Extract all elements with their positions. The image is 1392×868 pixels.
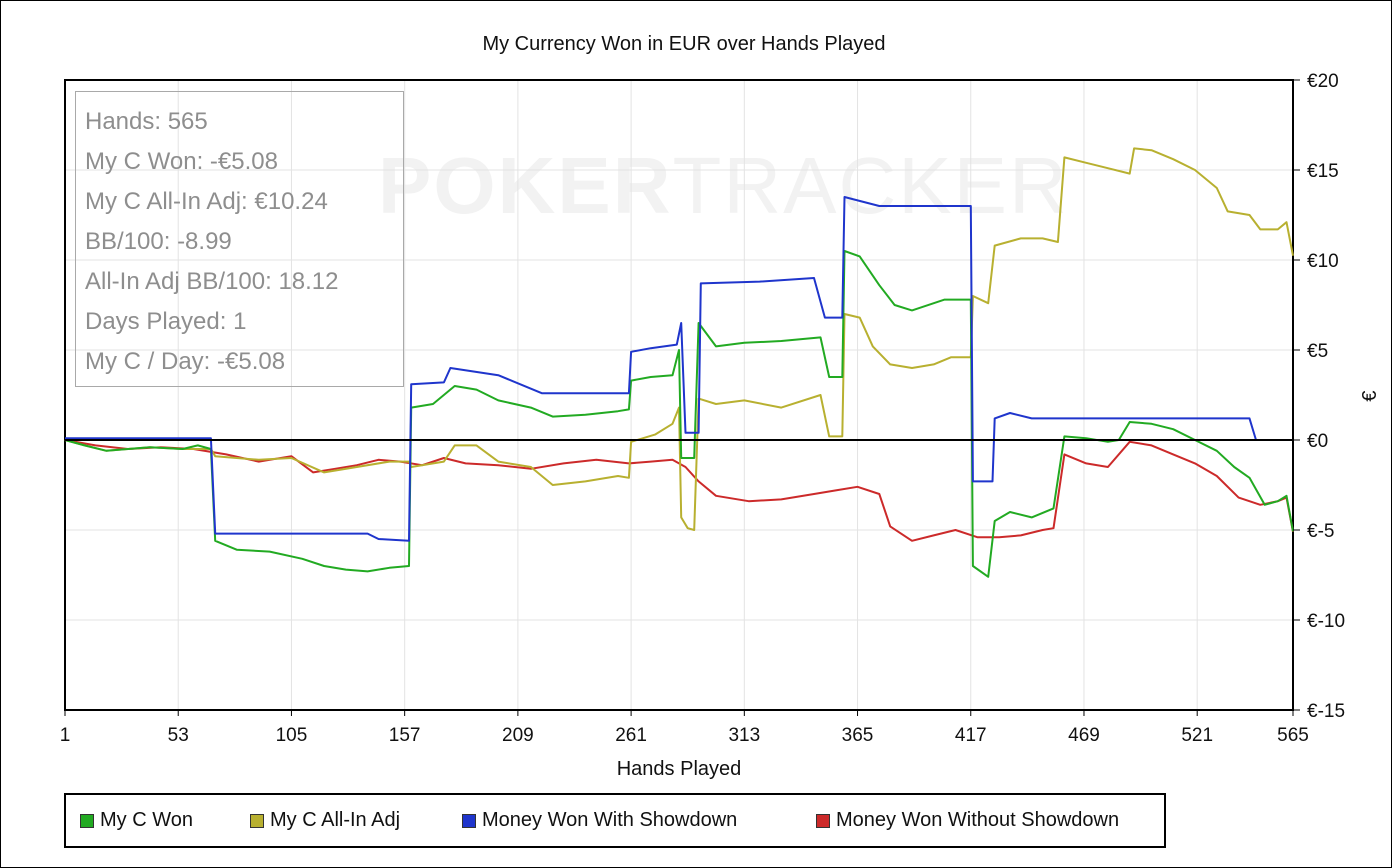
series-line-money-won-without-showdown xyxy=(64,439,1294,542)
x-tick-label: 157 xyxy=(389,725,421,746)
watermark-bold-text: POKER xyxy=(378,141,673,230)
x-axis: 1 53 105 157 209 261 313 365 417 469 521 565 xyxy=(60,710,1309,746)
stats-box: Hands: 565 My C Won: -€5.08 My C All-In … xyxy=(75,91,404,387)
x-tick-label: 53 xyxy=(168,725,189,746)
x-tick-label: 1 xyxy=(60,725,71,746)
stat-hands: Hands: 565 xyxy=(85,108,208,135)
x-tick-label: 261 xyxy=(615,725,647,746)
plot-area-border xyxy=(64,79,1294,711)
pokertracker-watermark: POKERTRACKER xyxy=(378,140,1069,232)
legend-item-with-showdown[interactable]: Money Won With Showdown xyxy=(462,809,737,832)
legend-label: Money Won Without Showdown xyxy=(836,809,1120,831)
chart-legend: My C Won My C All-In Adj Money Won With … xyxy=(64,793,1166,848)
x-tick-label: 209 xyxy=(502,725,534,746)
legend-swatch-blue xyxy=(462,813,476,828)
stat-all-in-adj: My C All-In Adj: €10.24 xyxy=(85,188,328,215)
legend-label: My C All-In Adj xyxy=(270,809,401,831)
y-tick-label: €20 xyxy=(1307,71,1339,92)
chart-title: My Currency Won in EUR over Hands Played xyxy=(482,33,885,55)
y-tick-label: €0 xyxy=(1307,431,1328,452)
stat-days-played: Days Played: 1 xyxy=(85,308,247,335)
legend-swatch-green xyxy=(80,813,94,828)
x-tick-label: 105 xyxy=(276,725,308,746)
y-axis-label: € xyxy=(1359,390,1381,401)
legend-label: Money Won With Showdown xyxy=(482,809,738,831)
x-tick-label: 417 xyxy=(955,725,987,746)
watermark-light-text: TRACKER xyxy=(672,141,1069,230)
x-tick-label: 365 xyxy=(842,725,874,746)
series-line-money-won-with-showdown xyxy=(65,196,1293,542)
y-tick-label: €-15 xyxy=(1307,701,1345,722)
y-tick-label: €-10 xyxy=(1307,611,1345,632)
legend-item-all-in-adj[interactable]: My C All-In Adj xyxy=(250,809,400,832)
x-tick-label: 469 xyxy=(1068,725,1100,746)
x-tick-label: 313 xyxy=(728,725,760,746)
stat-per-day: My C / Day: -€5.08 xyxy=(85,348,286,375)
y-tick-label: €15 xyxy=(1307,161,1339,182)
y-tick-label: €10 xyxy=(1307,251,1339,272)
legend-item-my-c-won[interactable]: My C Won xyxy=(80,809,193,832)
y-tick-label: €5 xyxy=(1307,341,1328,362)
stat-all-in-adj-bb-100: All-In Adj BB/100: 18.12 xyxy=(85,268,339,295)
legend-swatch-red xyxy=(816,813,830,828)
stat-won: My C Won: -€5.08 xyxy=(85,148,278,175)
x-tick-label: 521 xyxy=(1181,725,1213,746)
legend-label: My C Won xyxy=(100,809,193,831)
x-tick-label: 565 xyxy=(1277,725,1309,746)
y-tick-label: €-5 xyxy=(1307,521,1334,542)
legend-swatch-olive xyxy=(250,813,264,828)
series-line-my-c-all-in-adj xyxy=(64,147,1294,531)
legend-item-without-showdown[interactable]: Money Won Without Showdown xyxy=(816,809,1119,832)
stat-bb-100: BB/100: -8.99 xyxy=(85,228,232,255)
y-axis: €20 €15 €10 €5 €0 €-5 €-10 €-15 xyxy=(1293,71,1345,722)
x-axis-label: Hands Played xyxy=(617,758,742,780)
